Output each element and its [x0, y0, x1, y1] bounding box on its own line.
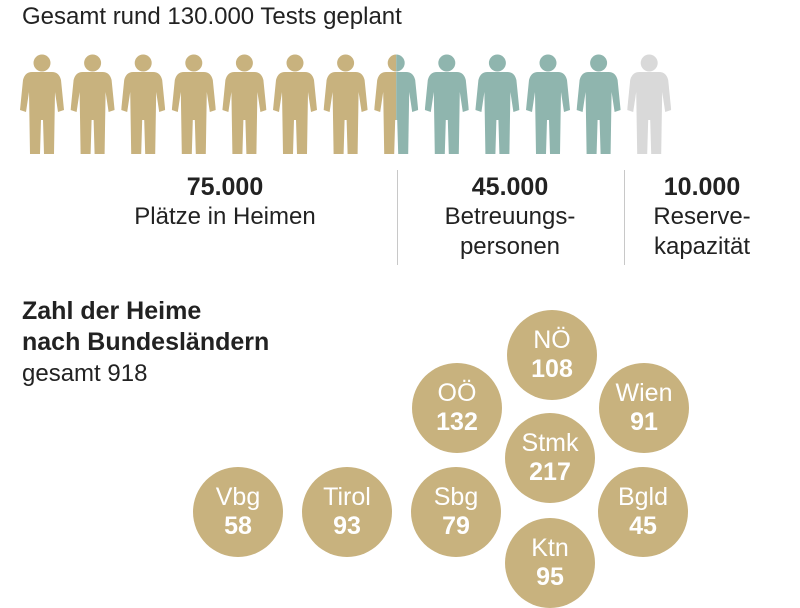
bubble-section-heading: Zahl der Heime nach Bundesländern gesamt… [22, 296, 322, 389]
bubble-label: OÖ [437, 379, 477, 407]
bubble-value: 108 [531, 355, 573, 383]
bubble-ktn: Ktn 95 [505, 518, 595, 608]
divider-1 [397, 170, 398, 265]
bubble-label: Wien [615, 379, 673, 407]
homes-value: 75.000 [186, 173, 264, 201]
staff-label-line2: personen [459, 233, 561, 260]
bubble-label: Tirol [323, 483, 371, 511]
divider-2 [624, 170, 625, 265]
bubble-vbg: Vbg 58 [193, 467, 283, 557]
bubble-value: 45 [629, 512, 657, 540]
bubble-value: 95 [536, 563, 564, 591]
bubble-tirol: Tirol 93 [302, 467, 392, 557]
person-icon [526, 54, 570, 154]
bubble-label: Stmk [521, 429, 579, 457]
heading-total: gesamt 918 [22, 360, 148, 387]
bubble-wien: Wien 91 [599, 363, 689, 453]
bubble-label: Bgld [617, 483, 669, 511]
person-icon [374, 54, 419, 154]
bubble-label: NÖ [533, 326, 571, 354]
heading-line1: Zahl der Heime [22, 297, 202, 325]
homes-label: Plätze in Heimen [134, 203, 316, 230]
person-icon [171, 54, 216, 154]
bubble-value: 58 [224, 512, 252, 540]
bubble-value: 79 [442, 512, 470, 540]
bubble-value: 91 [630, 408, 658, 436]
staff-value: 45.000 [471, 173, 549, 201]
homes-block: 75.000 Plätze in Heimen [90, 172, 360, 232]
bubble-sbg: Sbg 79 [411, 467, 501, 557]
bubble-bgld: Bgld 45 [598, 467, 688, 557]
person-icon [222, 54, 267, 154]
bubble-value: 93 [333, 512, 361, 540]
person-icon [627, 54, 672, 154]
chart-title: Gesamt rund 130.000 Tests geplant [22, 3, 402, 30]
bubble-value: 217 [529, 458, 571, 486]
person-icon [20, 54, 64, 154]
reserve-block: 10.000 Reserve- kapazität [632, 172, 772, 262]
reserve-value: 10.000 [663, 173, 741, 201]
people-pictograph [20, 54, 672, 154]
staff-block: 45.000 Betreuungs- personen [410, 172, 610, 262]
bubble-noe: NÖ 108 [507, 310, 597, 400]
person-icon [323, 54, 368, 154]
person-icon [121, 54, 166, 154]
person-icon [70, 54, 115, 154]
person-icon [424, 54, 469, 154]
person-icon [475, 54, 520, 154]
reserve-label-line2: kapazität [653, 233, 751, 260]
heading-line2: nach Bundesländern [22, 328, 270, 356]
person-icon [273, 54, 317, 154]
person-icon [576, 54, 621, 154]
bubble-label: Vbg [215, 483, 261, 511]
staff-label-line1: Betreuungs- [444, 203, 576, 230]
bubble-stmk: Stmk 217 [505, 413, 595, 503]
bubble-label: Ktn [531, 534, 569, 562]
bubble-ooe: OÖ 132 [412, 363, 502, 453]
bubble-value: 132 [436, 408, 478, 436]
reserve-label-line1: Reserve- [653, 203, 751, 230]
bubble-label: Sbg [433, 483, 479, 511]
